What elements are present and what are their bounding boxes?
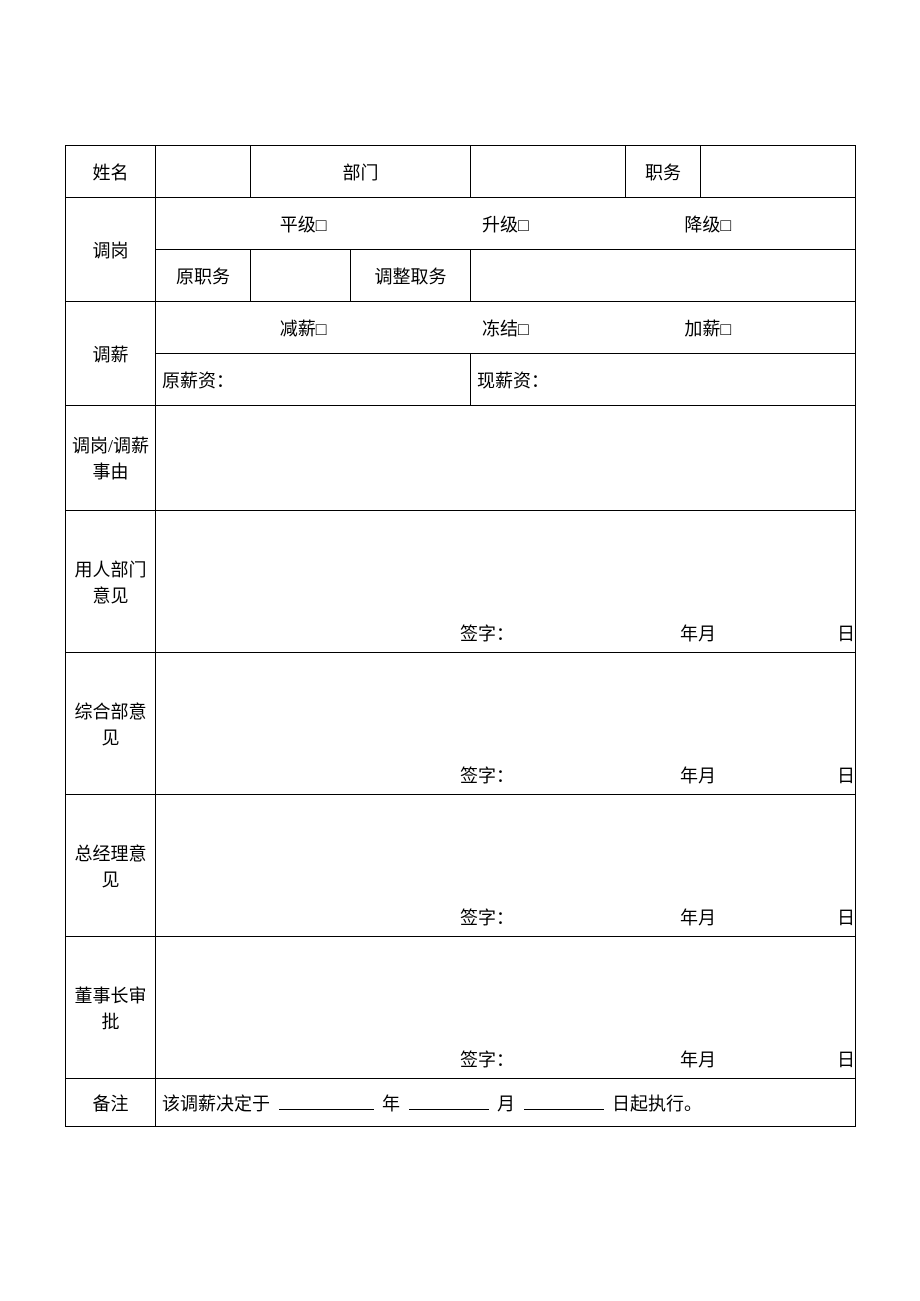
salary-freeze-option: 冻结□	[482, 315, 529, 341]
transfer-label: 调岗	[66, 198, 156, 302]
salary-increase-option: 加薪□	[684, 315, 731, 341]
reason-value	[156, 406, 856, 511]
dept-opinion-box: 签字： 年月 日	[156, 511, 856, 653]
gm-opinion-box: 签字： 年月 日	[156, 795, 856, 937]
remark-month: 月	[497, 1094, 515, 1114]
salary-options: 减薪□ 冻结□ 加薪□	[156, 302, 856, 354]
curr-salary-label: 现薪资：	[471, 354, 856, 406]
signature-day: 日	[830, 620, 855, 646]
transfer-level-option: 平级□	[280, 211, 327, 237]
remark-content: 该调薪决定于 年 月 日起执行。	[156, 1079, 856, 1127]
remark-blank-year	[279, 1094, 374, 1110]
chairman-opinion-label: 董事长审批	[66, 937, 156, 1079]
general-opinion-box: 签字： 年月 日	[156, 653, 856, 795]
remark-label: 备注	[66, 1079, 156, 1127]
remark-year: 年	[382, 1094, 400, 1114]
adj-position-value	[471, 250, 856, 302]
transfer-demote-option: 降级□	[684, 211, 731, 237]
signature-day: 日	[830, 904, 855, 930]
signature-year-month: 年月	[680, 620, 735, 646]
name-value	[156, 146, 251, 198]
transfer-promote-option: 升级□	[482, 211, 529, 237]
transfer-options: 平级□ 升级□ 降级□	[156, 198, 856, 250]
signature-label: 签字：	[460, 904, 540, 930]
adjustment-form-table: 姓名 部门 职务 调岗 平级□ 升级□ 降级□ 原职务 调整取务 调薪 减薪□ …	[65, 145, 856, 1127]
signature-year-month: 年月	[680, 1046, 735, 1072]
salary-decrease-option: 减薪□	[280, 315, 327, 341]
chairman-opinion-box: 签字： 年月 日	[156, 937, 856, 1079]
signature-year-month: 年月	[680, 904, 735, 930]
remark-suffix: 日起执行。	[612, 1094, 702, 1114]
signature-year-month: 年月	[680, 762, 735, 788]
name-label: 姓名	[66, 146, 156, 198]
position-value	[701, 146, 856, 198]
adj-position-label: 调整取务	[351, 250, 471, 302]
signature-label: 签字：	[460, 620, 540, 646]
orig-position-label: 原职务	[156, 250, 251, 302]
signature-label: 签字：	[460, 1046, 540, 1072]
orig-position-value	[251, 250, 351, 302]
signature-label: 签字：	[460, 762, 540, 788]
dept-opinion-label: 用人部门意见	[66, 511, 156, 653]
gm-opinion-label: 总经理意见	[66, 795, 156, 937]
orig-salary-label: 原薪资：	[156, 354, 471, 406]
remark-prefix: 该调薪决定于	[162, 1094, 270, 1114]
remark-blank-day	[524, 1094, 604, 1110]
dept-value	[471, 146, 626, 198]
reason-label: 调岗/调薪事由	[66, 406, 156, 511]
remark-blank-month	[409, 1094, 489, 1110]
position-label: 职务	[626, 146, 701, 198]
dept-label: 部门	[251, 146, 471, 198]
signature-day: 日	[830, 762, 855, 788]
signature-day: 日	[830, 1046, 855, 1072]
salary-label: 调薪	[66, 302, 156, 406]
general-opinion-label: 综合部意见	[66, 653, 156, 795]
